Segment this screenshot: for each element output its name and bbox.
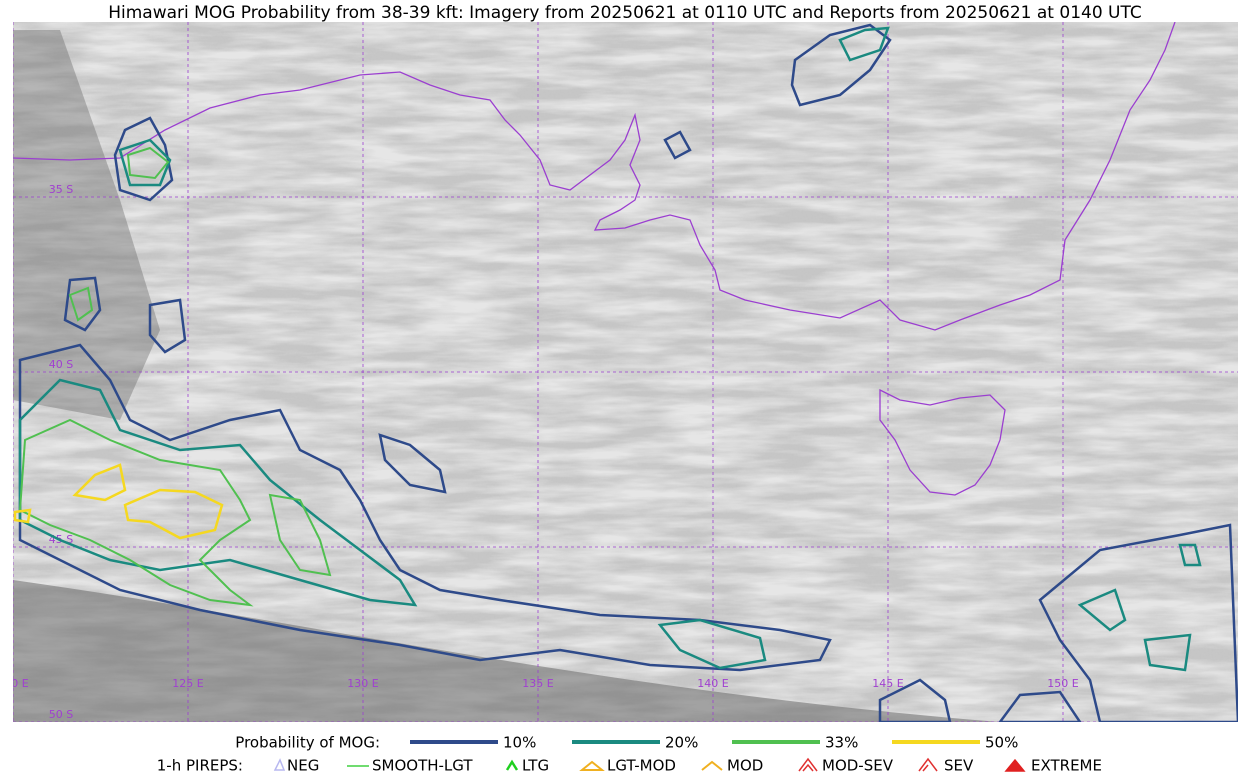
map-title: Himawari MOG Probability from 38-39 kft:… bbox=[108, 3, 1142, 23]
contour-10 bbox=[63, 276, 102, 332]
contour-50 bbox=[13, 508, 32, 524]
contour-50 bbox=[123, 488, 224, 540]
lon-label: 135 E bbox=[522, 677, 553, 690]
legend-label: EXTREME bbox=[1031, 757, 1102, 775]
legend-label: LTG bbox=[522, 757, 549, 775]
contour-33 bbox=[18, 418, 254, 607]
legend-label: SEV bbox=[944, 757, 974, 775]
contour-20 bbox=[1077, 543, 1202, 672]
lon-label: 145 E bbox=[872, 677, 903, 690]
icon-mod-sev bbox=[798, 757, 818, 772]
legend-title: Probability of MOG: bbox=[235, 734, 380, 752]
legend-label: 10% bbox=[503, 734, 536, 752]
lon-label: 150 E bbox=[1047, 677, 1078, 690]
legend-title: 1-h PIREPS: bbox=[157, 757, 243, 775]
legend-label: MOD-SEV bbox=[822, 757, 894, 775]
legend: Probability of MOG: 1-h PIREPS: 10% 20% 33… bbox=[157, 734, 1102, 775]
icon-sev bbox=[918, 757, 938, 772]
icon-lgt-mod bbox=[579, 760, 605, 771]
contour-10 bbox=[1038, 523, 1238, 722]
contour-20 bbox=[838, 26, 890, 62]
contour-33 bbox=[268, 493, 332, 577]
tasmania-coast bbox=[879, 388, 1006, 496]
contour-20 bbox=[18, 378, 418, 607]
icon-mod bbox=[701, 760, 723, 771]
dark-band bbox=[13, 580, 1000, 722]
contour-20 bbox=[657, 618, 767, 670]
lat-label: 40 S bbox=[49, 358, 73, 371]
contour-10 bbox=[378, 433, 447, 494]
lat-label: 35 S bbox=[49, 183, 73, 196]
lon-label: 125 E bbox=[172, 677, 203, 690]
legend-label: 20% bbox=[665, 734, 698, 752]
contour-50 bbox=[72, 463, 127, 502]
pirep-icons bbox=[273, 757, 1026, 772]
icon-ltg bbox=[505, 759, 519, 771]
map: 120 E 125 E 130 E 135 E 140 E 145 E 150 E 35 S 4… bbox=[0, 22, 1238, 722]
contour-33 bbox=[68, 286, 94, 322]
dark-band bbox=[13, 30, 160, 420]
icon-neg bbox=[273, 758, 286, 771]
contour-10 bbox=[790, 23, 892, 107]
contour-20 bbox=[118, 138, 172, 187]
contour-33 bbox=[126, 146, 170, 180]
lon-label: 120 E bbox=[0, 677, 29, 690]
lon-label: 130 E bbox=[347, 677, 378, 690]
contour-10 bbox=[18, 343, 832, 672]
contour-10 bbox=[663, 130, 692, 160]
legend-label: LGT-MOD bbox=[607, 757, 676, 775]
lat-label: 50 S bbox=[49, 708, 73, 721]
graticule: 120 E 125 E 130 E 135 E 140 E 145 E 150 E 35 S 4… bbox=[0, 22, 1238, 722]
legend-label: SMOOTH-LGT bbox=[372, 757, 473, 775]
legend-label: 33% bbox=[825, 734, 858, 752]
contour-10 bbox=[113, 116, 174, 202]
legend-label: MOD bbox=[727, 757, 763, 775]
contour-10 bbox=[148, 298, 187, 354]
legend-label: NEG bbox=[287, 757, 319, 775]
lon-label: 140 E bbox=[697, 677, 728, 690]
icon-extreme bbox=[1004, 758, 1026, 772]
legend-label: 50% bbox=[985, 734, 1018, 752]
contour-10 bbox=[878, 678, 1082, 722]
coastline bbox=[13, 22, 1176, 331]
